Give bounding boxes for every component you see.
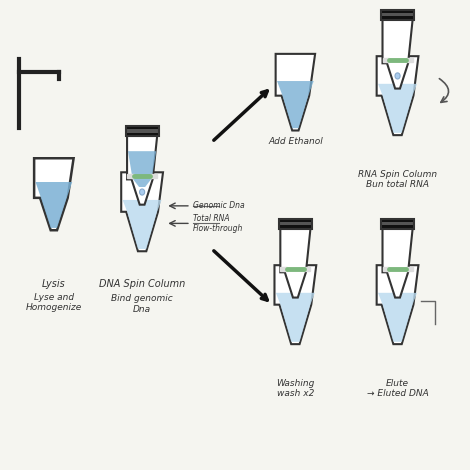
Text: Bind genomic
Dna: Bind genomic Dna xyxy=(111,294,173,314)
Text: Total RNA
Flow-through: Total RNA Flow-through xyxy=(193,214,243,233)
Polygon shape xyxy=(376,265,418,344)
Text: Washing
wash x2: Washing wash x2 xyxy=(276,379,314,399)
Polygon shape xyxy=(406,58,413,62)
Text: Lysis: Lysis xyxy=(42,279,66,289)
Bar xyxy=(125,129,159,133)
Bar xyxy=(381,9,414,20)
Bar xyxy=(279,222,312,226)
Polygon shape xyxy=(406,267,413,271)
Bar xyxy=(381,222,414,226)
Polygon shape xyxy=(383,58,389,62)
Text: DNA Spin Column: DNA Spin Column xyxy=(99,279,185,289)
Bar xyxy=(381,13,414,16)
Bar xyxy=(381,219,414,229)
Polygon shape xyxy=(127,136,157,204)
Polygon shape xyxy=(395,73,400,79)
Polygon shape xyxy=(123,200,162,249)
Polygon shape xyxy=(128,151,156,187)
Bar xyxy=(381,219,414,222)
Polygon shape xyxy=(383,229,413,298)
Bar xyxy=(279,219,312,229)
Polygon shape xyxy=(275,54,315,131)
Bar xyxy=(125,125,159,129)
Polygon shape xyxy=(304,267,310,271)
Bar xyxy=(125,133,159,136)
Bar xyxy=(381,16,414,20)
Bar xyxy=(381,226,414,229)
Text: RNA Spin Column
Bun total RNA: RNA Spin Column Bun total RNA xyxy=(358,170,437,189)
Bar xyxy=(279,226,312,229)
Polygon shape xyxy=(378,293,417,342)
Polygon shape xyxy=(150,174,157,178)
Text: Elute
→ Eluted DNA: Elute → Eluted DNA xyxy=(367,379,429,399)
Polygon shape xyxy=(280,229,310,298)
Polygon shape xyxy=(376,56,418,135)
Polygon shape xyxy=(127,174,134,178)
Polygon shape xyxy=(36,182,72,228)
Bar xyxy=(279,219,312,222)
Polygon shape xyxy=(277,81,313,128)
Polygon shape xyxy=(274,265,316,344)
Polygon shape xyxy=(140,189,145,195)
Text: Genomic Dna: Genomic Dna xyxy=(193,201,245,211)
Polygon shape xyxy=(383,20,413,88)
Bar xyxy=(381,9,414,13)
Text: Lyse and
Homogenize: Lyse and Homogenize xyxy=(26,293,82,313)
Polygon shape xyxy=(276,293,315,342)
Polygon shape xyxy=(378,84,417,133)
Polygon shape xyxy=(34,158,74,230)
Polygon shape xyxy=(280,267,287,271)
Bar xyxy=(125,125,159,136)
Polygon shape xyxy=(383,267,389,271)
Polygon shape xyxy=(121,172,163,251)
Text: Add Ethanol: Add Ethanol xyxy=(268,137,323,147)
